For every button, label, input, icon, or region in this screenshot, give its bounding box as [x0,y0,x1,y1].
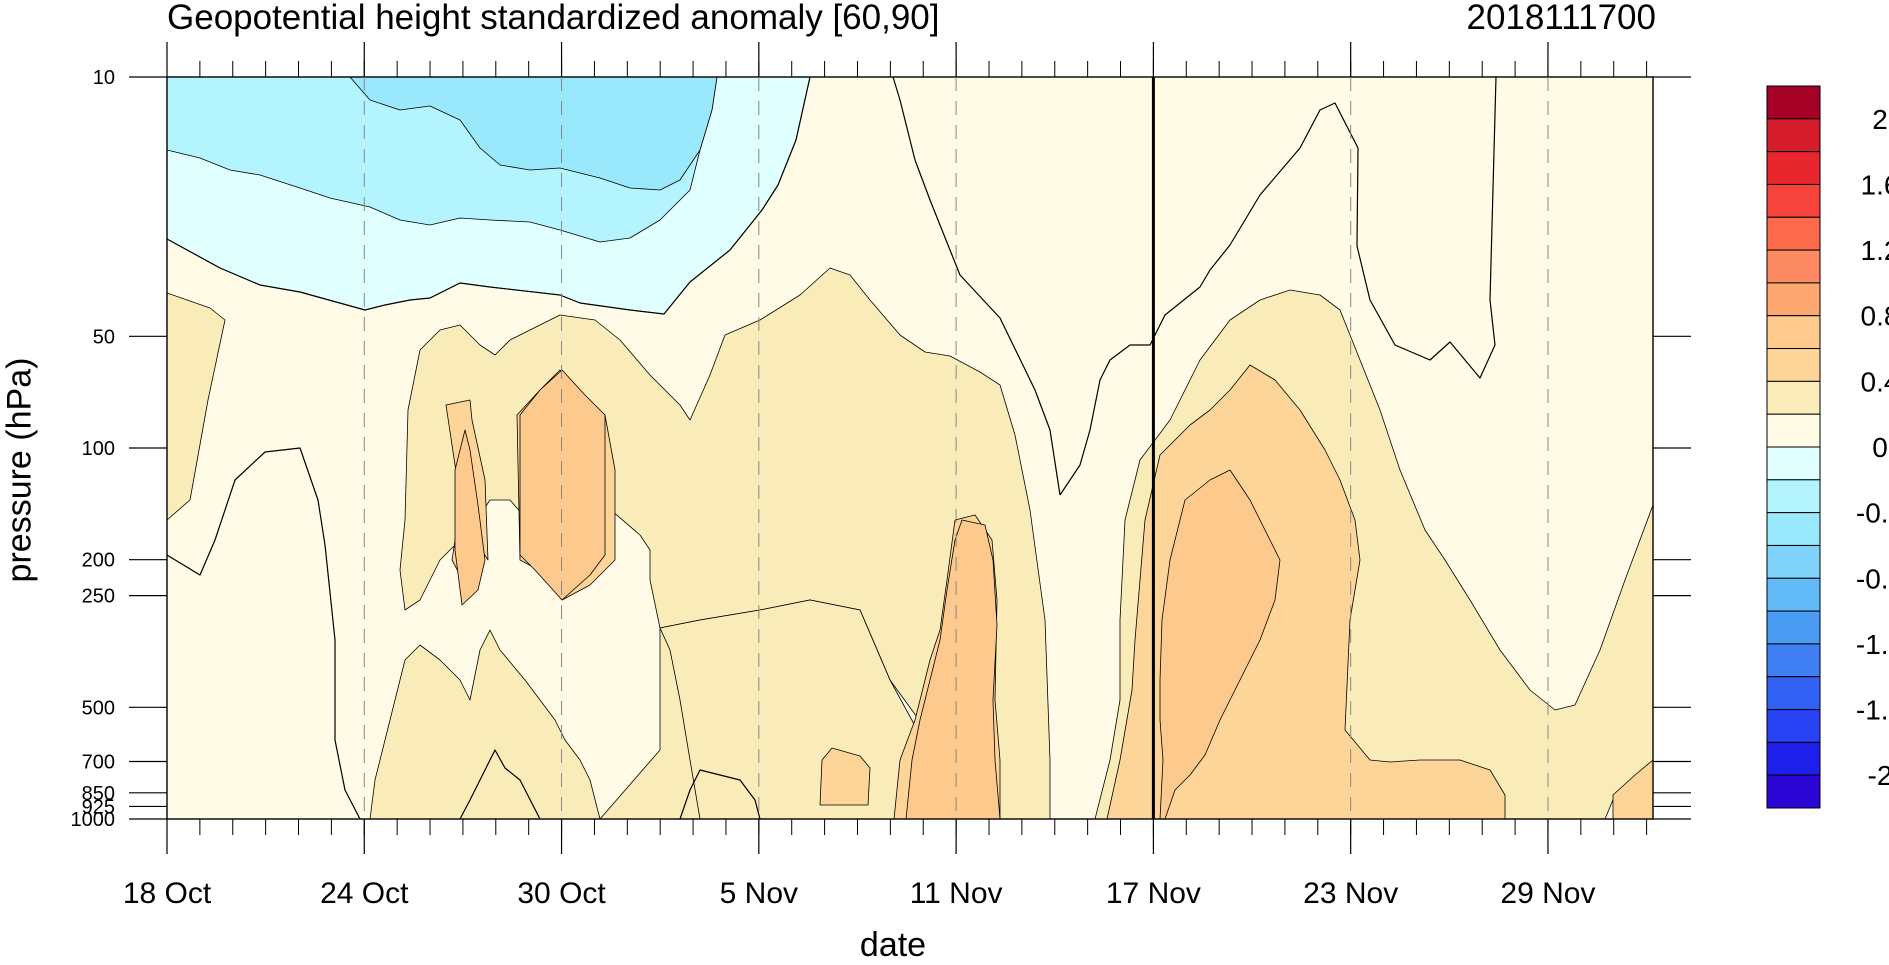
colorbar-label: 0 [1872,432,1888,463]
colorbar-swatch [1766,315,1821,350]
contour-fill-layer [167,77,1653,819]
contour-line-zero-right [1059,77,1497,496]
colorbar-swatch [1766,151,1821,185]
y-tick-label: 10 [93,67,115,89]
x-minor-ticks [166,61,1648,835]
x-axis: 18 Oct 24 Oct 30 Oct 5 Nov 11 Nov 17 Nov 23 No… [123,42,1595,910]
x-axis-title: date [859,926,927,964]
y-tick-label: 700 [82,752,115,774]
colorbar-swatch [1766,380,1821,415]
colorbar-label: -0.8 [1856,563,1889,594]
colorbar-swatch [1766,643,1821,678]
contour-region-pos08-d [1159,469,1281,819]
colorbar-label: 2 [1872,104,1888,135]
colorbar-label: -1.6 [1856,695,1889,726]
contour-region-neg06-topleft [349,77,718,191]
colorbar-label: -1.2 [1856,629,1889,660]
colorbar-swatch [1766,577,1821,612]
chart-title: Geopotential height standardized anomaly… [167,0,940,37]
y-axis-title: pressure (hPa) [0,357,39,583]
x-tick-label: 24 Oct [320,877,409,910]
colorbar-swatch [1766,249,1821,284]
colorbar-swatch [1766,85,1821,120]
colorbar-swatch [1766,348,1821,382]
x-tick-label: 17 Nov [1106,877,1201,910]
contour-line-zero-bottomleft [167,447,361,819]
colorbar-label: 0.8 [1861,301,1889,332]
colorbar-swatch [1766,512,1821,546]
contour-line-zero-topleft [167,77,811,315]
colorbar-swatch [1766,544,1821,579]
colorbar-swatch [1766,118,1821,153]
x-tick-label: 5 Nov [720,877,798,910]
contour-line-zero-bottom-5nov [679,769,761,819]
colorbar-label: 1.2 [1861,235,1889,266]
colorbar-label: 1.6 [1861,169,1889,200]
colorbar-label: -0.4 [1856,498,1889,529]
x-tick-label: 23 Nov [1303,877,1398,910]
y-tick-label: 850 [82,783,115,805]
contour-region-pos08-b [519,369,606,601]
colorbar-swatch [1766,709,1821,743]
colorbar-swatch [1766,610,1821,645]
x-tick-label: 29 Nov [1500,877,1595,910]
x-tick-label: 18 Oct [123,877,212,910]
y-tick-label: 925 [82,796,115,818]
colorbar: 2 1.6 1.2 0.8 0.4 0 -0.4 -0.8 -1.2 -1.6 -2 [1766,85,1889,809]
contour-region-pos04-left [167,292,226,521]
contour-region-pos06-f [819,747,871,806]
colorbar-swatch [1766,676,1821,711]
x-tick-label: 11 Nov [910,877,1003,910]
chart-date-label: 2018111700 [1466,0,1656,37]
y-tick-label: 50 [93,326,115,348]
colorbar-swatch [1766,741,1821,776]
colorbar-swatch [1766,216,1821,251]
contour-region-pos08-c [905,519,1001,819]
colorbar-swatch [1766,446,1821,481]
y-tick-label: 200 [82,550,115,572]
x-tick-label: 30 Oct [517,877,606,910]
contour-region-pos04-bottomleft [369,629,601,819]
contour-region-pos08-a [454,429,486,606]
colorbar-swatch [1766,183,1821,218]
colorbar-label: 0.4 [1861,366,1889,397]
colorbar-swatch [1766,479,1821,514]
colorbar-swatch [1766,282,1821,317]
contour-line-zero-bottommid [459,749,541,819]
colorbar-label: -2 [1868,760,1889,791]
contour-lines [167,77,1497,819]
y-tick-label: 100 [82,438,115,460]
y-tick-label: 250 [82,586,115,608]
contour-line-zero-center [892,77,1061,496]
contour-region-pos06-e [1612,759,1653,819]
y-tick-label: 1000 [71,809,116,831]
colorbar-swatch [1766,774,1821,809]
y-tick-label: 500 [82,697,115,719]
colorbar-swatch [1766,413,1821,448]
